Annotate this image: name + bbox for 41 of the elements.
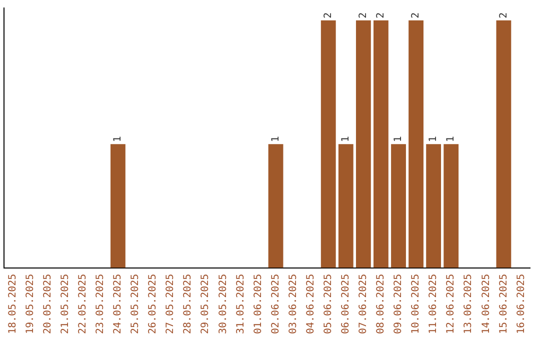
- data-label: 2: [498, 12, 510, 18]
- x-tick-label: 03.06.2025: [288, 274, 299, 334]
- x-tick-label: 08.06.2025: [376, 274, 387, 334]
- data-label: 1: [340, 136, 352, 142]
- x-tick-label: 22.05.2025: [77, 274, 88, 334]
- data-label: 2: [358, 12, 370, 18]
- x-tick-label: 29.05.2025: [200, 274, 212, 334]
- x-tick-label: 05.06.2025: [322, 274, 334, 334]
- data-label: 1: [428, 136, 440, 142]
- x-tick-label: 09.06.2025: [393, 274, 404, 334]
- x-tick-label: 11.06.2025: [428, 274, 440, 334]
- x-tick-label: 18.05.2025: [7, 274, 18, 334]
- data-label: 1: [270, 136, 282, 142]
- x-tick-label: 07.06.2025: [358, 274, 370, 334]
- x-tick-label: 21.05.2025: [60, 274, 71, 334]
- x-tick-label: 23.05.2025: [95, 274, 106, 334]
- x-tick-label: 31.05.2025: [235, 274, 246, 334]
- x-tick-label: 19.05.2025: [24, 274, 36, 334]
- x-tick-label: 15.06.2025: [498, 274, 510, 334]
- x-tick-label: 01.06.2025: [252, 274, 264, 334]
- x-tick-label: 06.06.2025: [340, 274, 352, 334]
- x-tick-label: 13.06.2025: [463, 274, 474, 334]
- x-tick-label: 12.06.2025: [446, 274, 457, 334]
- data-label: 1: [393, 136, 404, 142]
- x-tick-label: 10.06.2025: [410, 274, 422, 334]
- data-label: 2: [322, 12, 334, 18]
- x-tick-label: 02.06.2025: [270, 274, 282, 334]
- x-tick-label: 30.05.2025: [218, 274, 229, 334]
- x-tick-label: 24.05.2025: [112, 274, 124, 334]
- x-tick-label: 26.05.2025: [148, 274, 159, 334]
- data-label: 2: [376, 12, 387, 18]
- x-tick-label: 04.06.2025: [305, 274, 316, 334]
- x-tick-label: 28.05.2025: [182, 274, 194, 334]
- data-label: 2: [410, 12, 422, 18]
- x-tick-label: 27.05.2025: [165, 274, 176, 334]
- data-label: 1: [446, 136, 457, 142]
- x-tick-label: 25.05.2025: [130, 274, 142, 334]
- x-tick-label: 16.06.2025: [516, 274, 527, 334]
- data-label: 1: [112, 136, 124, 142]
- x-tick-label: 14.06.2025: [480, 274, 492, 334]
- x-tick-label: 20.05.2025: [42, 274, 54, 334]
